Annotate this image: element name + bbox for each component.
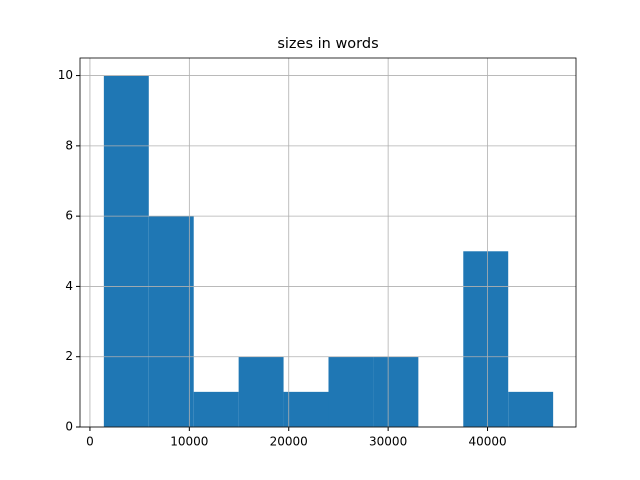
bar bbox=[103, 75, 149, 428]
bar bbox=[148, 216, 194, 427]
x-tick-label: 40000 bbox=[468, 435, 506, 449]
bar bbox=[283, 391, 329, 427]
plot-frame bbox=[79, 57, 577, 428]
x-tick-label: 0 bbox=[86, 435, 94, 449]
x-tick-label: 10000 bbox=[170, 435, 208, 449]
bar bbox=[463, 251, 509, 427]
bar bbox=[238, 356, 284, 427]
bar bbox=[373, 356, 419, 427]
y-tick-label: 4 bbox=[65, 279, 73, 293]
bar bbox=[508, 391, 554, 427]
y-tick-label: 8 bbox=[65, 138, 73, 152]
bar bbox=[328, 356, 374, 427]
y-tick-label: 2 bbox=[65, 349, 73, 363]
x-tick-label: 30000 bbox=[369, 435, 407, 449]
bar bbox=[193, 391, 239, 427]
x-tick-label: 20000 bbox=[270, 435, 308, 449]
y-tick-label: 0 bbox=[65, 420, 73, 434]
y-tick-label: 10 bbox=[58, 68, 73, 82]
y-tick-label: 6 bbox=[65, 209, 73, 223]
chart-title: sizes in words bbox=[277, 36, 378, 52]
